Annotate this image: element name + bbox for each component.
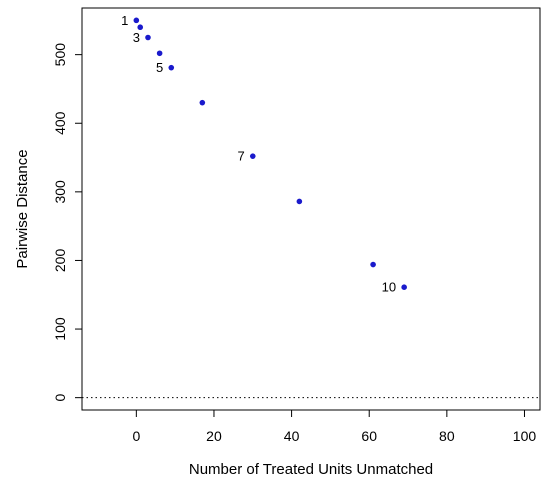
x-tick-label: 100 [513, 428, 537, 444]
point-label: 5 [156, 60, 163, 75]
x-tick-label: 80 [439, 428, 455, 444]
point-labels-layer: 13 5 7 10 [121, 13, 396, 295]
points-layer [133, 17, 407, 291]
y-tick-label: 0 [52, 394, 68, 402]
data-point [137, 24, 144, 31]
x-tick-label: 20 [206, 428, 222, 444]
point-label: 10 [382, 280, 396, 295]
point-label: 3 [133, 30, 140, 45]
y-axis-title: Pairwise Distance [14, 149, 31, 268]
data-point [249, 153, 256, 159]
x-axis: 0 20 40 60 80 100 [132, 410, 536, 444]
data-point [370, 261, 376, 268]
x-axis-title: Number of Treated Units Unmatched [189, 461, 433, 478]
data-point [168, 64, 175, 71]
y-tick-label: 300 [52, 180, 68, 204]
y-tick-label: 400 [52, 111, 68, 135]
y-tick-label: 500 [52, 43, 68, 67]
x-tick-label: 40 [284, 428, 300, 444]
x-tick-label: 0 [132, 428, 140, 444]
data-point [145, 34, 151, 41]
point-label: 1 [121, 13, 128, 28]
y-tick-label: 100 [52, 317, 68, 341]
data-point [156, 50, 163, 57]
data-point [199, 99, 206, 106]
data-point [401, 284, 407, 291]
y-tick-label: 200 [52, 249, 68, 273]
plot-frame [81, 7, 541, 411]
data-point [296, 198, 303, 205]
data-point [133, 17, 140, 24]
x-tick-label: 60 [361, 428, 377, 444]
point-label: 7 [238, 149, 245, 164]
y-axis: 0 100 200 300 400 500 [52, 43, 82, 402]
